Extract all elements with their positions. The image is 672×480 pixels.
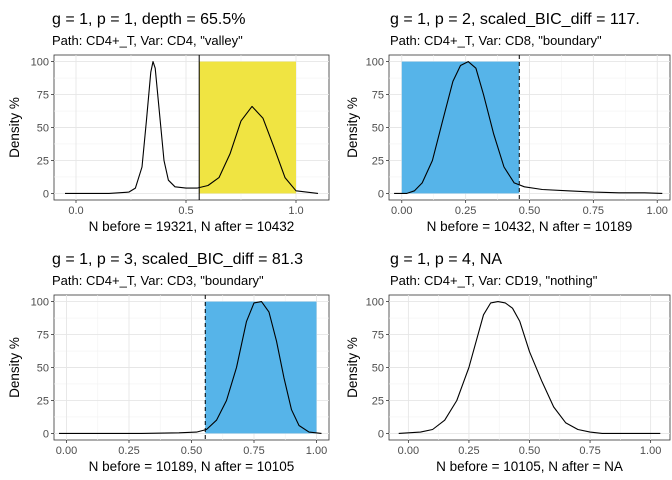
y-tick-label: 0 (378, 428, 384, 440)
panel-2: g = 1, p = 2, scaled_BIC_diff = 117. Path… (345, 11, 671, 234)
panel-3: g = 1, p = 3, scaled_BIC_diff = 81.3 Path… (7, 251, 330, 474)
gate-region (205, 301, 317, 434)
x-tick-label: 1.00 (640, 445, 661, 457)
density-curve (394, 61, 663, 194)
x-tick-label: 1.0 (288, 205, 303, 217)
y-tick-label: 25 (37, 395, 49, 407)
x-tick-label: 0.00 (56, 445, 77, 457)
y-tick-label: 50 (372, 363, 384, 375)
x-tick-label: 1.00 (306, 445, 327, 457)
x-tick-label: 0.50 (181, 445, 202, 457)
x-tick-label: 0.0 (68, 205, 83, 217)
panel-subtitle: Path: CD4+_T, Var: CD19, "nothing" (390, 273, 598, 288)
x-tick-label: 0.25 (118, 445, 139, 457)
y-tick-label: 75 (37, 330, 49, 342)
panel-title: g = 1, p = 3, scaled_BIC_diff = 81.3 (52, 251, 303, 268)
panel-subtitle: Path: CD4+_T, Var: CD3, "boundary" (52, 273, 264, 288)
x-tick-label: 0.25 (455, 205, 476, 217)
density-curve (59, 301, 322, 434)
panel-subtitle: Path: CD4+_T, Var: CD8, "boundary" (390, 33, 602, 48)
y-tick-label: 0 (378, 188, 384, 200)
x-tick-label: 0.50 (519, 205, 540, 217)
y-tick-label: 50 (37, 123, 49, 135)
y-tick-label: 100 (366, 297, 384, 309)
panel-title: g = 1, p = 4, NA (390, 251, 502, 268)
panel-4: g = 1, p = 4, NA Path: CD4+_T, Var: CD19,… (345, 251, 671, 474)
x-tick-label: 0.50 (519, 445, 540, 457)
y-axis-label: Density % (7, 97, 22, 158)
y-tick-label: 75 (37, 90, 49, 102)
y-tick-label: 100 (366, 57, 384, 69)
y-axis-label: Density % (345, 97, 360, 158)
x-tick-label: 0.00 (398, 445, 419, 457)
y-tick-label: 100 (31, 57, 49, 69)
x-axis-label: N before = 10432, N after = 10189 (427, 219, 633, 234)
x-tick-label: 0.75 (243, 445, 264, 457)
x-axis-label: N before = 19321, N after = 10432 (89, 219, 295, 234)
x-tick-label: 0.75 (579, 445, 600, 457)
x-tick-label: 0.25 (458, 445, 479, 457)
x-tick-label: 0.5 (178, 205, 193, 217)
y-tick-label: 50 (372, 123, 384, 135)
y-tick-label: 100 (31, 297, 49, 309)
density-curve (398, 301, 661, 434)
x-tick-label: 0.75 (583, 205, 604, 217)
panel-title: g = 1, p = 2, scaled_BIC_diff = 117. (390, 11, 640, 28)
x-tick-label: 0.00 (391, 205, 412, 217)
y-axis-label: Density % (345, 337, 360, 398)
x-tick-label: 1.00 (647, 205, 668, 217)
density-curve (65, 61, 319, 194)
y-axis-label: Density % (7, 337, 22, 398)
y-tick-label: 0 (43, 428, 49, 440)
panel-1: g = 1, p = 1, depth = 65.5% Path: CD4+_T,… (7, 11, 330, 234)
gate-region (199, 61, 296, 194)
panel-subtitle: Path: CD4+_T, Var: CD4, "valley" (52, 33, 243, 48)
y-tick-label: 75 (372, 90, 384, 102)
y-tick-label: 25 (37, 155, 49, 167)
gate-region (401, 61, 520, 194)
y-tick-label: 50 (37, 363, 49, 375)
y-tick-label: 25 (372, 155, 384, 167)
y-tick-label: 75 (372, 330, 384, 342)
x-axis-label: N before = 10189, N after = 10105 (89, 459, 295, 474)
panel-title: g = 1, p = 1, depth = 65.5% (52, 11, 245, 28)
y-tick-label: 0 (43, 188, 49, 200)
y-tick-label: 25 (372, 395, 384, 407)
x-axis-label: N before = 10105, N after = NA (436, 459, 623, 474)
